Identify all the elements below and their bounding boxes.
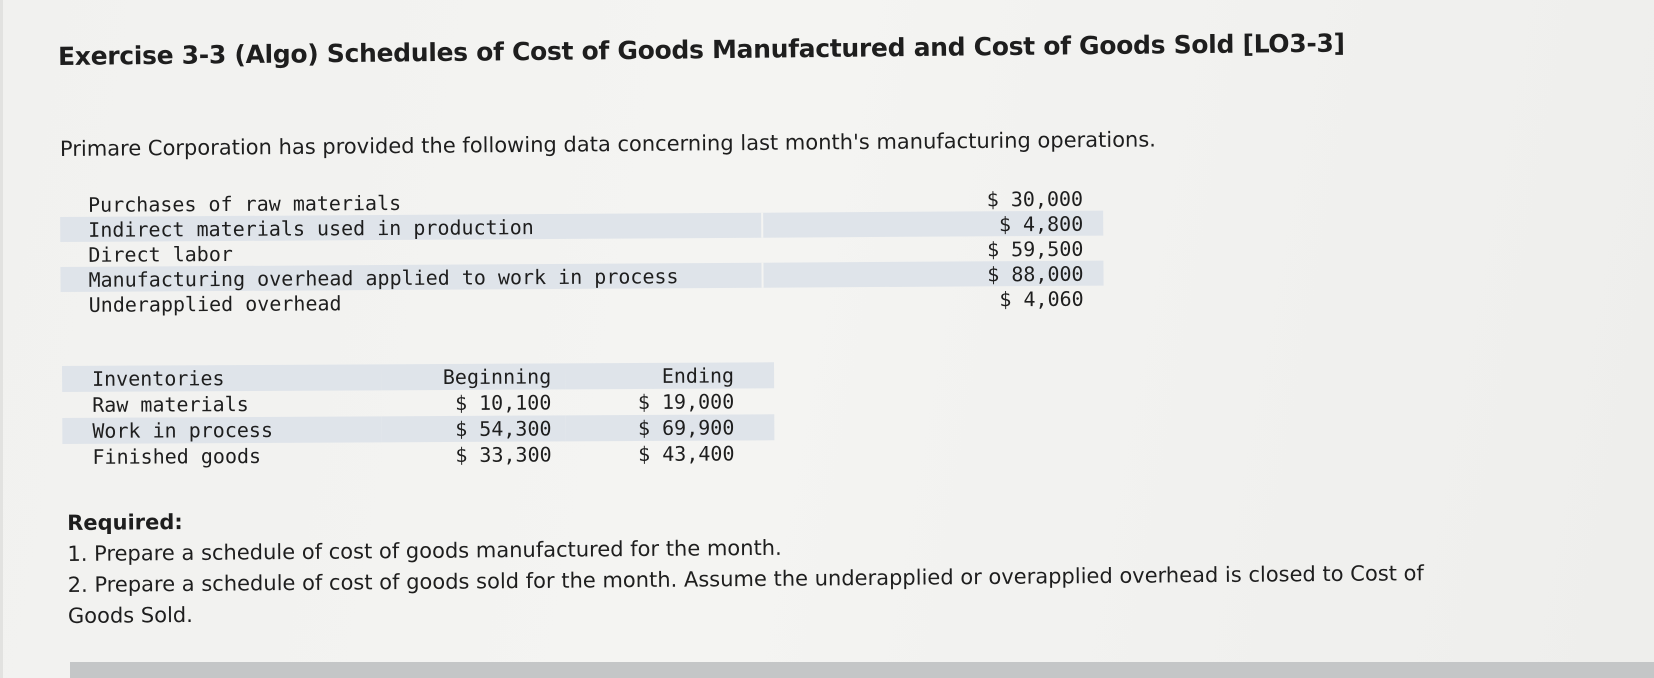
inventories-header-row: Inventories Beginning Ending (62, 362, 775, 392)
inventories-header: Inventories (62, 364, 382, 392)
beginning-header: Beginning (381, 363, 566, 391)
cost-data-table: Purchases of raw materials $ 30,000 Indi… (60, 186, 1104, 317)
answer-panel-edge (70, 662, 1654, 678)
page-edge (0, 0, 3, 678)
data-label: Manufacturing overhead applied to work i… (60, 262, 763, 292)
inventory-row: Raw materials $ 10,100 $ 19,000 (62, 388, 774, 418)
inventory-ending: $ 69,900 (565, 414, 775, 442)
data-amount: $ 4,060 (999, 286, 1084, 311)
data-amount: $ 88,000 (762, 260, 1104, 288)
intro-text: Primare Corporation has provided the fol… (59, 127, 1157, 161)
inventory-label: Finished goods (92, 443, 262, 469)
inventories-table: Inventories Beginning Ending Raw materia… (62, 362, 775, 470)
inventory-row: Work in process $ 54,300 $ 69,900 (62, 414, 775, 444)
inventory-ending: $ 19,000 (637, 389, 735, 414)
data-amount: $ 59,500 (986, 236, 1084, 261)
data-label: Underapplied overhead (88, 290, 342, 317)
inventory-label: Raw materials (92, 392, 249, 417)
data-amount: $ 4,800 (762, 210, 1104, 238)
inventory-row: Finished goods $ 33,300 $ 43,400 (62, 440, 774, 470)
inventory-beginning: $ 54,300 (381, 415, 566, 443)
required-section: Required: 1. Prepare a schedule of cost … (67, 496, 1424, 632)
data-amount: $ 30,000 (986, 186, 1084, 211)
inventory-beginning: $ 10,100 (454, 390, 552, 415)
exercise-title: Exercise 3-3 (Algo) Schedules of Cost of… (57, 28, 1345, 71)
inventory-ending: $ 43,400 (638, 441, 735, 466)
ending-header: Ending (565, 362, 775, 390)
inventory-label: Work in process (62, 416, 382, 444)
inventory-beginning: $ 33,300 (455, 442, 552, 467)
